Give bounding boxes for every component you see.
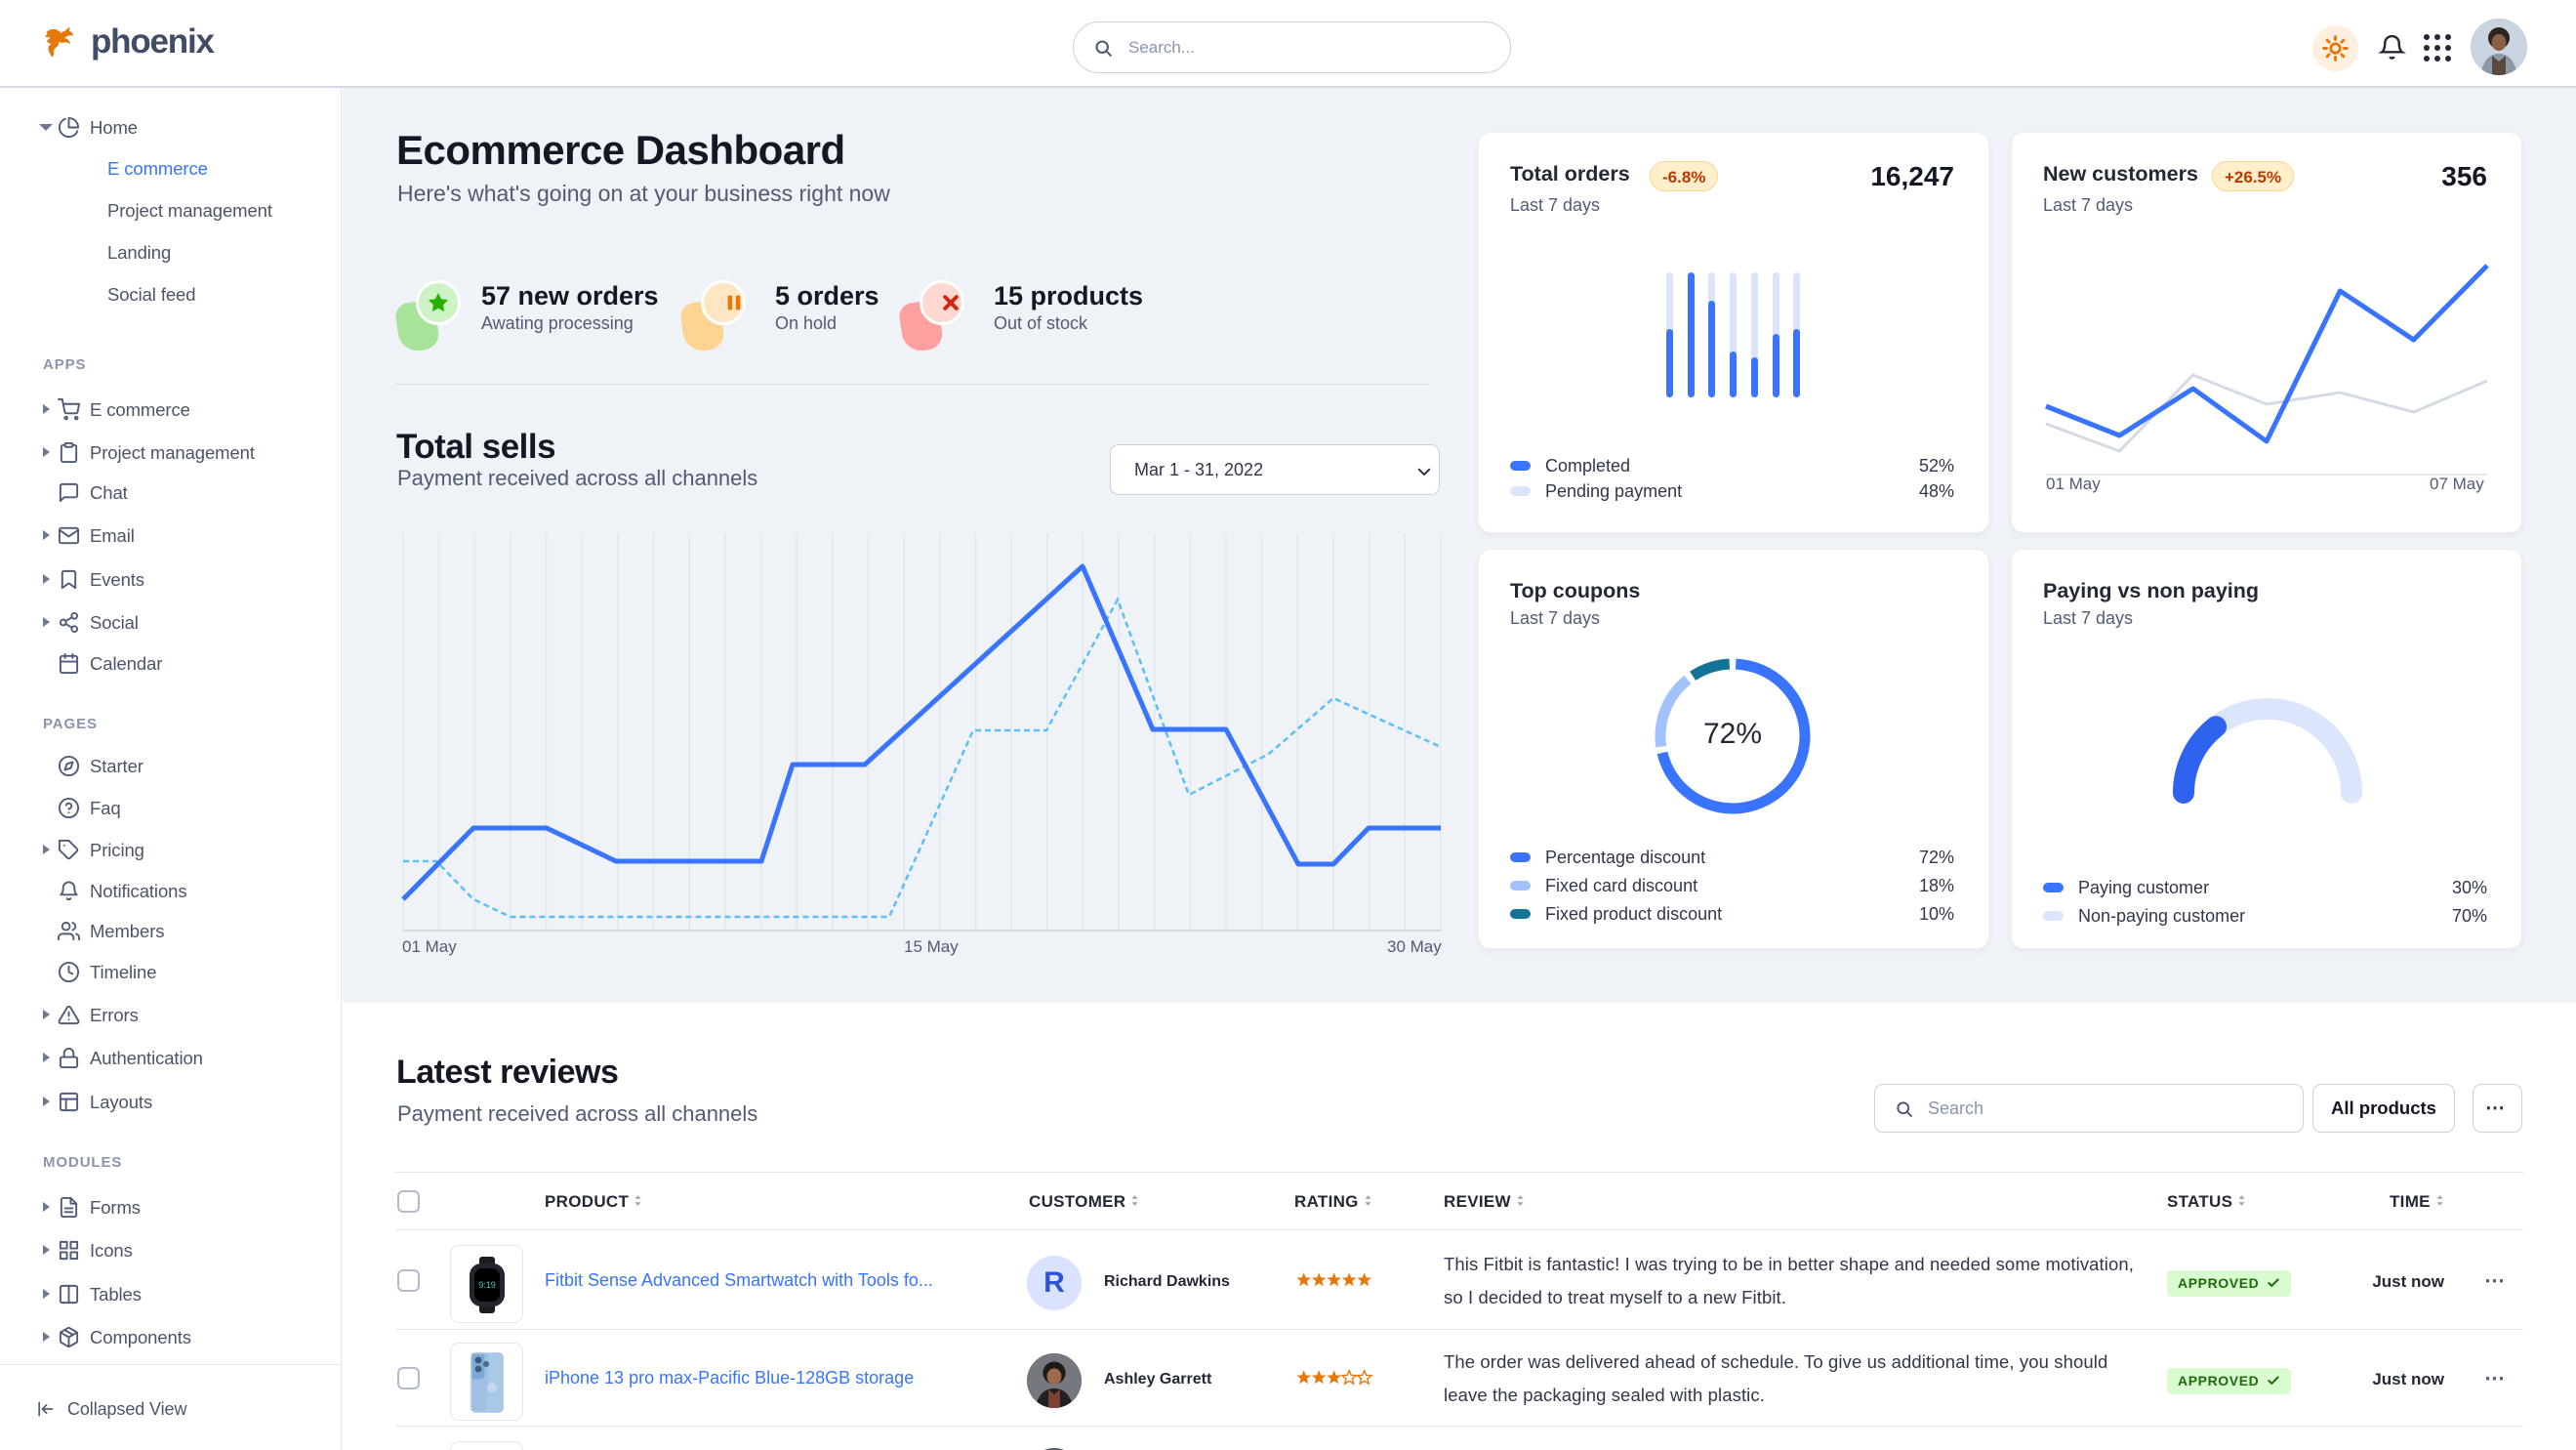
svg-text:9:19: 9:19 <box>478 1280 496 1290</box>
